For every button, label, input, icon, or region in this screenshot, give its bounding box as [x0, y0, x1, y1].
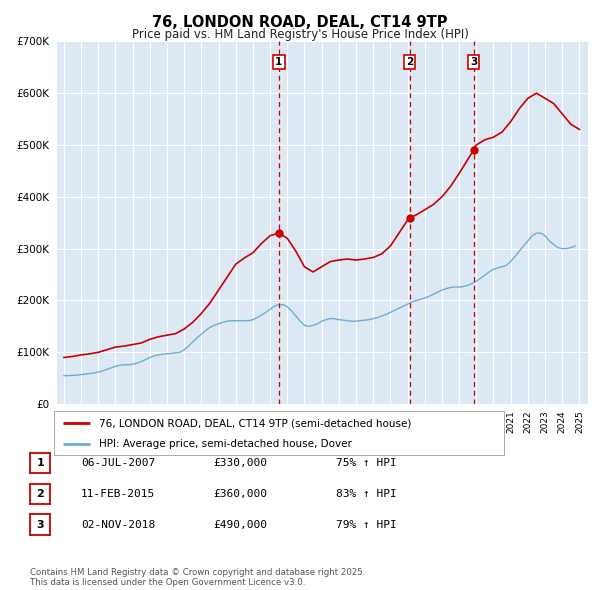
Text: 3: 3	[470, 57, 477, 67]
Text: 3: 3	[37, 520, 44, 529]
Text: Price paid vs. HM Land Registry's House Price Index (HPI): Price paid vs. HM Land Registry's House …	[131, 28, 469, 41]
Text: 75% ↑ HPI: 75% ↑ HPI	[336, 458, 397, 468]
Text: £360,000: £360,000	[213, 489, 267, 499]
Text: Contains HM Land Registry data © Crown copyright and database right 2025.
This d: Contains HM Land Registry data © Crown c…	[30, 568, 365, 587]
Text: £490,000: £490,000	[213, 520, 267, 529]
Text: 2: 2	[406, 57, 413, 67]
Text: 06-JUL-2007: 06-JUL-2007	[81, 458, 155, 468]
Text: HPI: Average price, semi-detached house, Dover: HPI: Average price, semi-detached house,…	[99, 438, 352, 448]
Text: 1: 1	[275, 57, 283, 67]
Text: 79% ↑ HPI: 79% ↑ HPI	[336, 520, 397, 529]
Text: 11-FEB-2015: 11-FEB-2015	[81, 489, 155, 499]
Text: 76, LONDON ROAD, DEAL, CT14 9TP (semi-detached house): 76, LONDON ROAD, DEAL, CT14 9TP (semi-de…	[99, 418, 412, 428]
Text: 83% ↑ HPI: 83% ↑ HPI	[336, 489, 397, 499]
Text: 2: 2	[37, 489, 44, 499]
Text: 1: 1	[37, 458, 44, 468]
Text: £330,000: £330,000	[213, 458, 267, 468]
Text: 76, LONDON ROAD, DEAL, CT14 9TP: 76, LONDON ROAD, DEAL, CT14 9TP	[152, 15, 448, 30]
Text: 02-NOV-2018: 02-NOV-2018	[81, 520, 155, 529]
